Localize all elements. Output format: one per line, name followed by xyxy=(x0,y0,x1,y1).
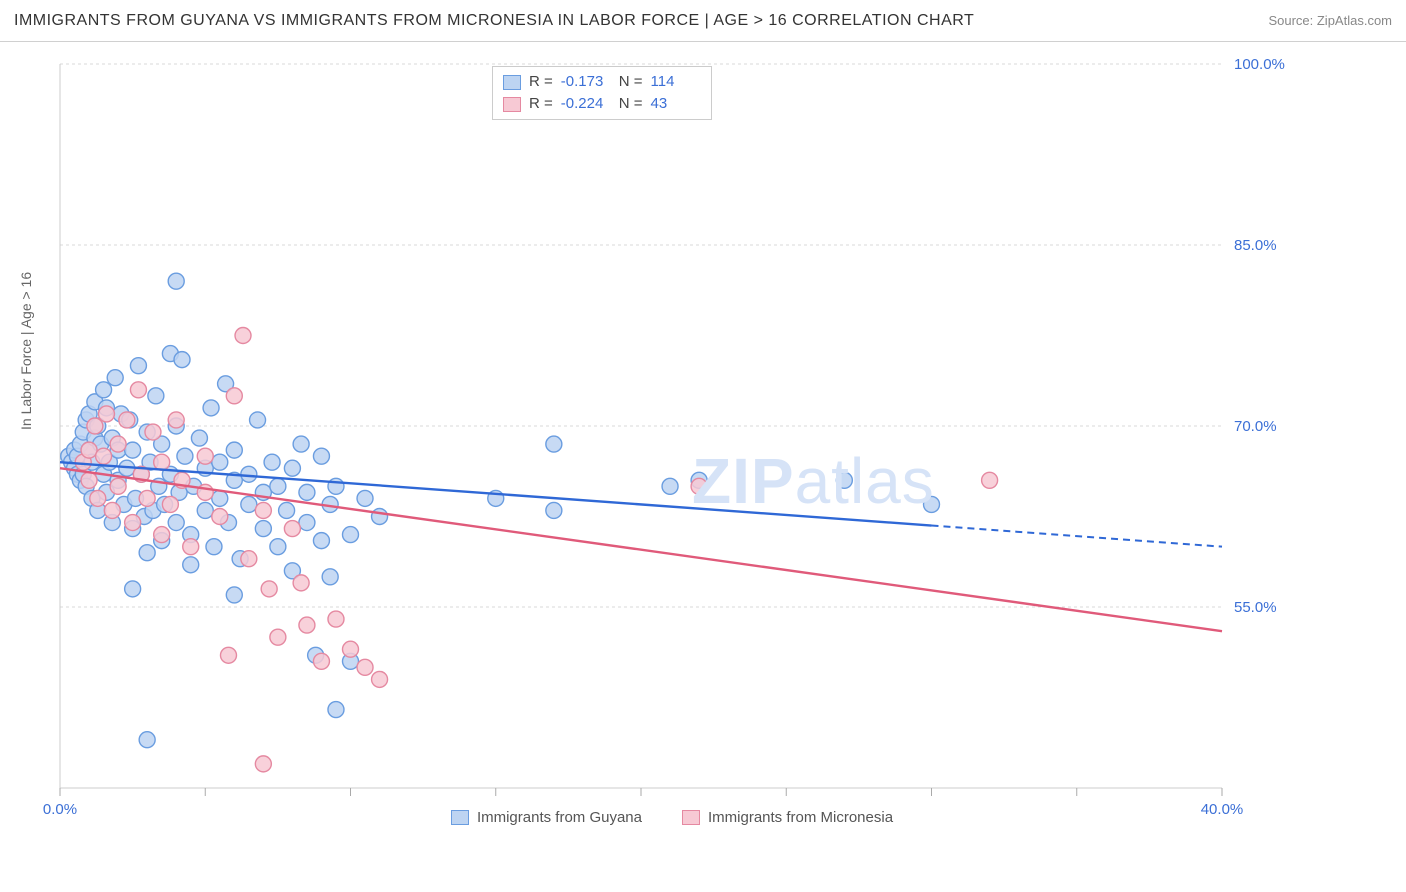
svg-text:55.0%: 55.0% xyxy=(1234,599,1277,616)
n-label: N = xyxy=(619,93,643,115)
n-label: N = xyxy=(619,71,643,93)
stats-legend-row-micronesia: R = -0.224 N = 43 xyxy=(503,93,701,115)
title-bar: IMMIGRANTS FROM GUYANA VS IMMIGRANTS FRO… xyxy=(0,0,1406,42)
r-label: R = xyxy=(529,93,553,115)
n-value-micronesia: 43 xyxy=(651,93,701,115)
chart-area: ZIPatlas 55.0%70.0%85.0%100.0%0.0%40.0% … xyxy=(52,64,1292,824)
legend-label-guyana: Immigrants from Guyana xyxy=(477,809,642,826)
series-legend: Immigrants from Guyana Immigrants from M… xyxy=(52,809,1292,826)
swatch-micronesia xyxy=(503,97,521,112)
chart-title: IMMIGRANTS FROM GUYANA VS IMMIGRANTS FRO… xyxy=(14,12,974,30)
y-axis-label: In Labor Force | Age > 16 xyxy=(18,272,34,430)
swatch-guyana xyxy=(503,75,521,90)
source-attribution: Source: ZipAtlas.com xyxy=(1268,13,1392,28)
r-label: R = xyxy=(529,71,553,93)
scatter-plot-svg: 55.0%70.0%85.0%100.0%0.0%40.0% xyxy=(52,64,1292,824)
stats-legend: R = -0.173 N = 114 R = -0.224 N = 43 xyxy=(492,66,712,120)
legend-item-micronesia: Immigrants from Micronesia xyxy=(682,809,893,826)
legend-label-micronesia: Immigrants from Micronesia xyxy=(708,809,893,826)
svg-text:70.0%: 70.0% xyxy=(1234,418,1277,435)
swatch-guyana xyxy=(451,810,469,825)
swatch-micronesia xyxy=(682,810,700,825)
r-value-micronesia: -0.224 xyxy=(561,93,611,115)
stats-legend-row-guyana: R = -0.173 N = 114 xyxy=(503,71,701,93)
n-value-guyana: 114 xyxy=(651,71,701,93)
r-value-guyana: -0.173 xyxy=(561,71,611,93)
svg-text:85.0%: 85.0% xyxy=(1234,237,1277,254)
legend-item-guyana: Immigrants from Guyana xyxy=(451,809,642,826)
svg-text:100.0%: 100.0% xyxy=(1234,56,1285,73)
